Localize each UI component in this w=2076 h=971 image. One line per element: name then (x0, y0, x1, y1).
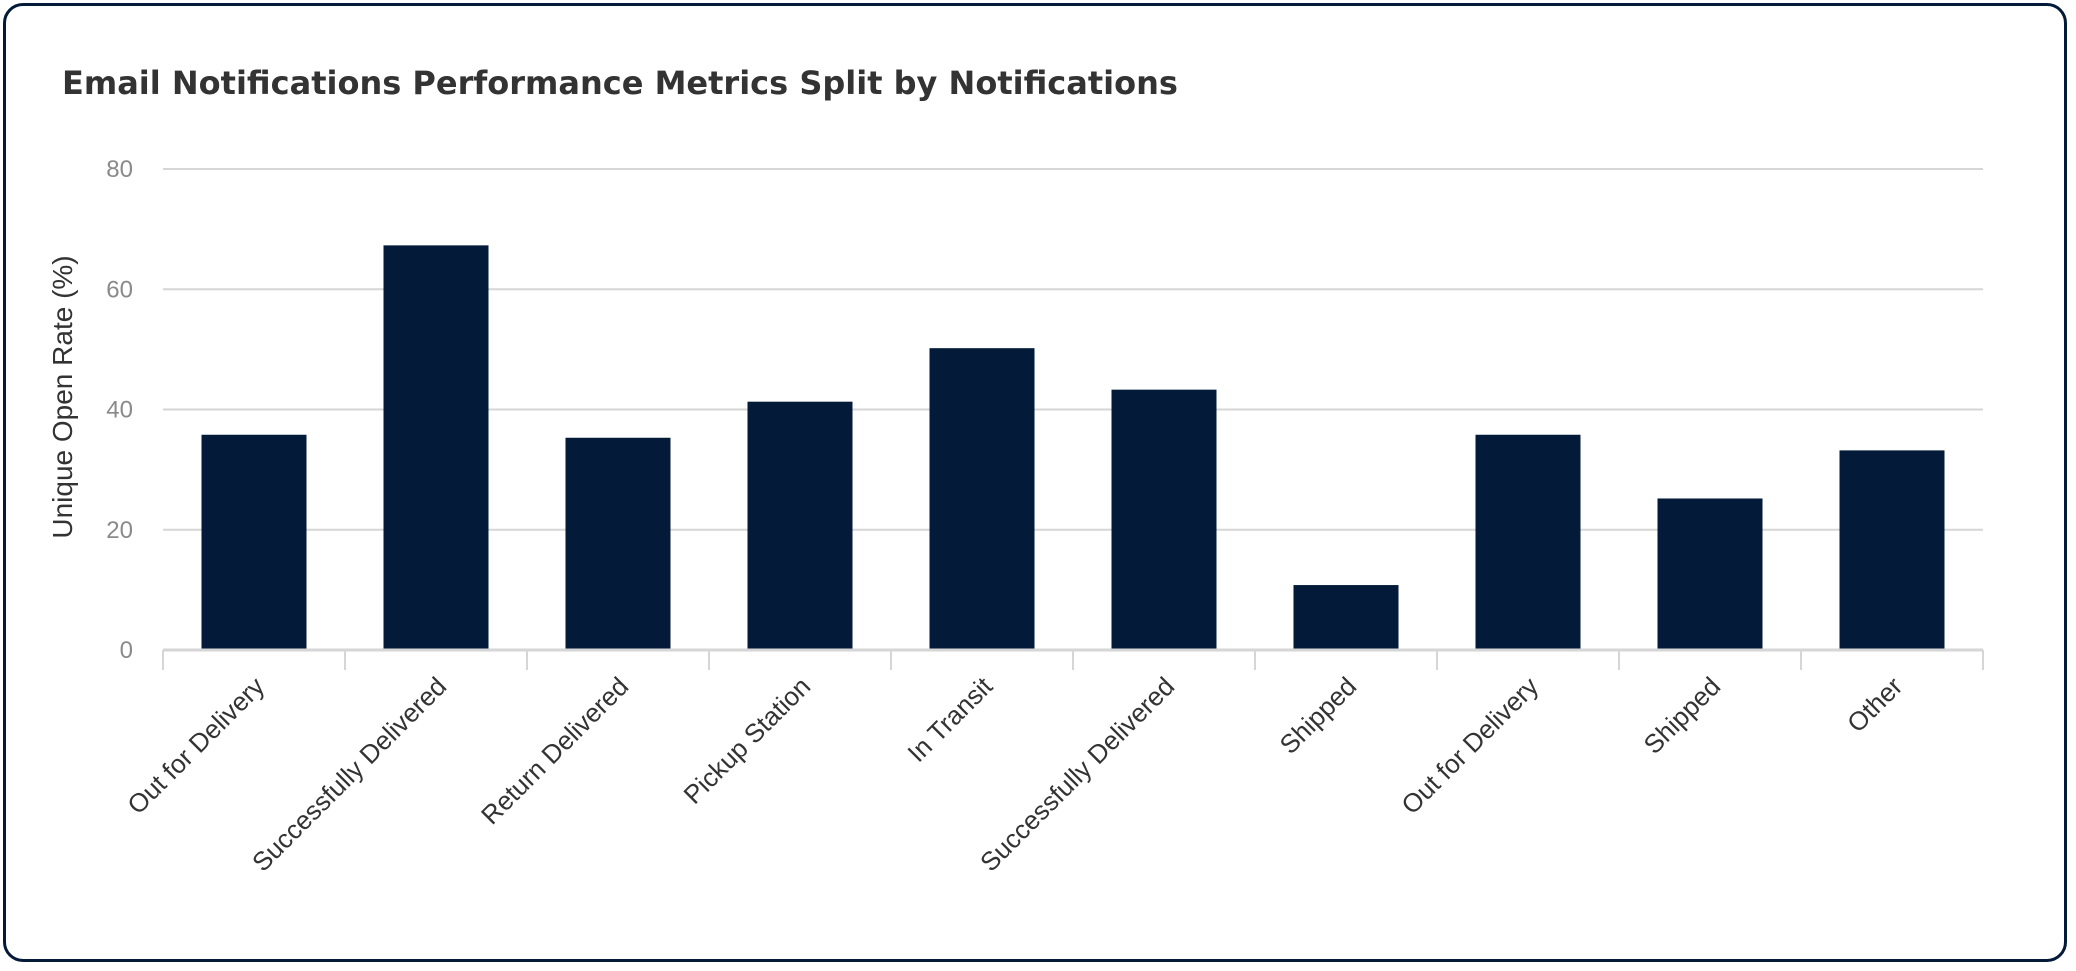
bar (747, 401, 853, 650)
x-tick-label: In Transit (901, 670, 998, 767)
y-tick-label: 80 (106, 156, 133, 183)
chart-title: Email Notifications Performance Metrics … (62, 64, 1178, 102)
bar (383, 245, 489, 650)
y-axis-title: Unique Open Rate (%) (47, 255, 78, 538)
y-tick-label: 40 (106, 397, 133, 424)
x-tick-label: Successfully Delivered (246, 671, 452, 877)
bar (1293, 585, 1399, 650)
bars (201, 245, 1945, 650)
x-tick-label: Return Delivered (475, 671, 634, 830)
x-tick-label: Other (1841, 671, 1908, 738)
x-tick-label: Shipped (1638, 671, 1727, 760)
x-tick-label: Out for Delivery (121, 671, 270, 820)
y-tick-label: 60 (106, 276, 133, 303)
x-tick-label: Shipped (1274, 671, 1363, 760)
y-tick-labels: 0 20 40 60 80 (106, 156, 133, 664)
x-tick-label: Pickup Station (677, 671, 816, 810)
x-tick-label: Out for Delivery (1395, 671, 1544, 820)
bar (1111, 389, 1217, 650)
chart-card: Email Notifications Performance Metrics … (3, 3, 2067, 962)
x-axis (162, 648, 1984, 670)
bar (1839, 450, 1945, 650)
bar (565, 437, 671, 650)
y-tick-label: 20 (106, 517, 133, 544)
bar (929, 348, 1035, 650)
y-tick-label: 0 (120, 637, 133, 664)
bar (1475, 434, 1581, 650)
bar (201, 434, 307, 650)
x-tick-label: Successfully Delivered (974, 671, 1180, 877)
bar (1657, 498, 1763, 650)
